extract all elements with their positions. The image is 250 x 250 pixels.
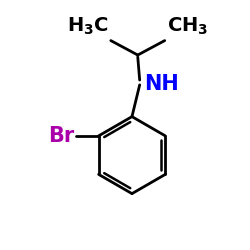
Text: $\mathregular{CH_3}$: $\mathregular{CH_3}$ (166, 16, 208, 37)
Text: Br: Br (48, 126, 74, 146)
Text: $\mathregular{H_3C}$: $\mathregular{H_3C}$ (67, 16, 109, 37)
Text: NH: NH (144, 74, 179, 94)
